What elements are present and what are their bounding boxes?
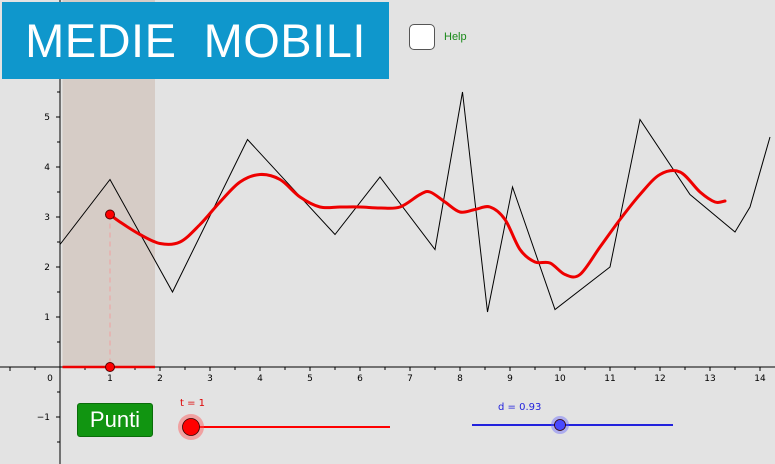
window-base-point[interactable] xyxy=(105,362,115,372)
y-tick-label: 1 xyxy=(44,313,50,323)
x-tick-label: 6 xyxy=(357,374,363,384)
y-tick-label: −1 xyxy=(37,413,50,423)
x-tick-label: 7 xyxy=(407,374,413,384)
punti-button[interactable]: Punti xyxy=(77,403,153,437)
title-banner: MEDIE MOBILI xyxy=(2,2,389,79)
slider-d-knob[interactable] xyxy=(554,419,566,431)
y-tick-label: 2 xyxy=(44,263,50,273)
x-tick-label: 12 xyxy=(654,374,665,384)
help-label: Help xyxy=(444,31,467,43)
y-tick-label: 5 xyxy=(44,113,50,123)
x-tick-label: 0 xyxy=(47,374,53,384)
x-tick-label: 8 xyxy=(457,374,463,384)
x-tick-label: 2 xyxy=(157,374,163,384)
slider-t-label: t = 1 xyxy=(180,398,205,409)
x-tick-label: 1 xyxy=(107,374,113,384)
x-tick-label: 3 xyxy=(207,374,213,384)
x-tick-label: 14 xyxy=(754,374,766,384)
x-tick-label: 5 xyxy=(307,374,313,384)
data-series-line xyxy=(59,91,771,313)
y-tick-label: 4 xyxy=(44,163,50,173)
x-tick-label: 13 xyxy=(704,374,715,384)
moving-average-curve xyxy=(108,169,727,279)
x-tick-label: 10 xyxy=(554,374,566,384)
x-tick-label: 11 xyxy=(604,374,615,384)
slider-t-knob[interactable] xyxy=(182,418,200,436)
x-tick-label: 9 xyxy=(507,374,513,384)
y-tick-label: 3 xyxy=(44,213,50,223)
slider-d-label: d = 0.93 xyxy=(498,402,541,413)
help-checkbox[interactable] xyxy=(409,24,435,50)
x-tick-label: 4 xyxy=(257,374,263,384)
selected-point[interactable] xyxy=(105,209,115,220)
